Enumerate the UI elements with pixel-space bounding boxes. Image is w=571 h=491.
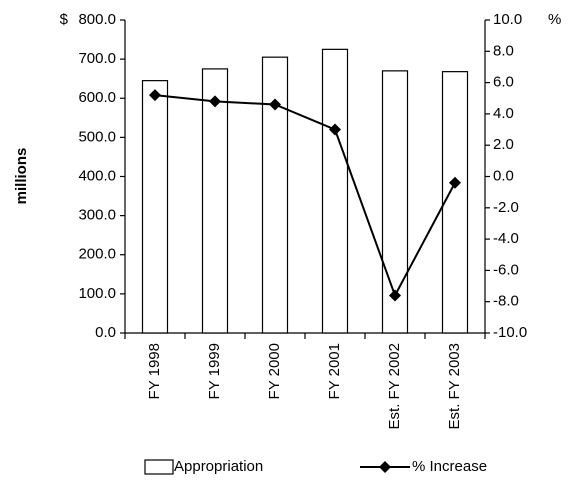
y2-tick-label: 0.0 (493, 167, 514, 184)
y2-tick-label: -2.0 (493, 199, 519, 216)
legend-label: Appropriation (174, 458, 263, 475)
marker (269, 98, 281, 111)
y2-tick-label: 10.0 (493, 11, 522, 28)
y2-tick-label: -10.0 (493, 324, 527, 341)
bar (381, 70, 409, 334)
x-tick-label: FY 2001 (326, 343, 343, 399)
marker (329, 123, 341, 136)
marker (389, 289, 401, 302)
y2-tick-label: -6.0 (493, 261, 519, 278)
y2-tick-label: -4.0 (493, 230, 519, 247)
y2-tick-label: -8.0 (493, 293, 519, 310)
x-tick-label: Est. FY 2003 (446, 343, 463, 429)
y-tick-label: 300.0 (78, 207, 116, 224)
y2-unit: % (548, 11, 561, 28)
marker (149, 89, 161, 102)
y-tick-label: 500.0 (78, 128, 116, 145)
y-tick-label: 800.0 (78, 11, 116, 28)
y-tick-label: 200.0 (78, 246, 116, 263)
y2-tick-label: 2.0 (493, 136, 514, 153)
x-tick-label: FY 1998 (146, 343, 163, 399)
line (154, 94, 456, 298)
y2-tick-label: 8.0 (493, 42, 514, 59)
x-tick-label: Est. FY 2002 (386, 343, 403, 429)
y-tick-label: 600.0 (78, 89, 116, 106)
legend-marker (379, 461, 391, 473)
legend-label: % Increase (412, 458, 487, 475)
y-unit: $ (60, 11, 69, 28)
x-tick-label: FY 2000 (266, 343, 283, 399)
x-tick-label: FY 1999 (206, 343, 223, 399)
marker (209, 95, 221, 108)
y2-tick-label: 4.0 (493, 105, 514, 122)
y-axis-label: millions (13, 148, 30, 205)
y-tick-label: 100.0 (78, 285, 116, 302)
y-tick-label: 400.0 (78, 167, 116, 184)
bar (141, 80, 169, 334)
legend-swatch (144, 459, 174, 475)
y2-tick-label: 6.0 (493, 74, 514, 91)
y-tick-label: 0.0 (95, 324, 116, 341)
marker (449, 176, 461, 189)
bar (321, 48, 349, 334)
bar (441, 71, 469, 334)
y-tick-label: 700.0 (78, 50, 116, 67)
bar (201, 68, 229, 334)
